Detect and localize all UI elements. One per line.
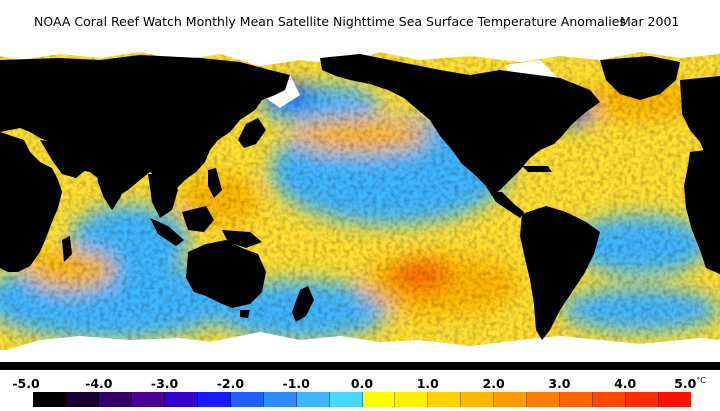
colorbar-swatch [428, 392, 462, 407]
colorbar-tick-labels: -5.0 -4.0 -3.0 -2.0 -1.0 0.0 1.0 2.0 3.0 4.0 5.0°C [0, 376, 720, 392]
colorbar-swatch [560, 392, 594, 407]
land-europe-east [680, 76, 720, 156]
colorbar-swatch [131, 392, 165, 407]
colorbar-swatch [164, 392, 198, 407]
land-layer [0, 54, 720, 370]
land-antarctica [0, 362, 720, 370]
map-title: NOAA Coral Reef Watch Monthly Mean Satel… [0, 10, 720, 32]
land-india [96, 166, 130, 210]
land-cuba [522, 166, 552, 172]
colorbar-swatch [329, 392, 363, 407]
land-australia [186, 240, 266, 308]
colorbar-tick-label: 1.0 [416, 376, 439, 391]
title-date: Mar 2001 [620, 14, 680, 29]
land-indonesia-sumatra [150, 218, 184, 246]
colorbar-tick-label: 4.0 [614, 376, 637, 391]
colorbar-tick-label: 3.0 [548, 376, 571, 391]
colorbar-swatch [98, 392, 132, 407]
colorbar-tick-label: 5.0°C [674, 376, 706, 392]
land-south-america [520, 206, 600, 340]
colorbar-tick-label: -4.0 [85, 376, 113, 391]
sst-anomaly-map [0, 40, 720, 370]
land-tasmania [240, 310, 250, 318]
land-indonesia-borneo [182, 206, 214, 232]
land-africa [0, 132, 62, 272]
colorbar [33, 392, 692, 407]
colorbar-tick-label: -2.0 [216, 376, 245, 391]
land-arabia [40, 140, 88, 178]
colorbar-swatch [33, 392, 66, 407]
land-north-america [320, 54, 600, 196]
colorbar-tick-label: -5.0 [12, 376, 40, 391]
colorbar-tick-label: -1.0 [282, 376, 310, 391]
colorbar-swatch [296, 392, 330, 407]
colorbar-swatch [263, 392, 297, 407]
title-text: NOAA Coral Reef Watch Monthly Mean Satel… [34, 14, 626, 29]
colorbar-tick-label: 2.0 [482, 376, 505, 391]
land-philippines [208, 168, 222, 198]
colorbar-swatch [626, 392, 660, 407]
colorbar-swatch [65, 392, 99, 407]
land-madagascar [62, 236, 72, 262]
colorbar-swatch [197, 392, 231, 407]
colorbar-tick-label: -3.0 [150, 376, 179, 391]
land-africa-west [684, 148, 720, 274]
antarctic-ice-edge [0, 332, 720, 370]
colorbar-swatch [230, 392, 264, 407]
colorbar-swatch [362, 392, 396, 407]
land-japan [238, 118, 266, 148]
ocean-layer [0, 40, 720, 370]
colorbar-unit: °C [696, 376, 706, 385]
land-central-america [490, 192, 524, 218]
colorbar-swatch [494, 392, 528, 407]
colorbar-tick-label: 0.0 [350, 376, 374, 391]
land-greenland [600, 56, 680, 100]
colorbar-swatch [527, 392, 561, 407]
colorbar-swatch [593, 392, 627, 407]
land-new-zealand [292, 286, 314, 322]
land-southeast-asia [148, 174, 178, 218]
land-new-guinea [222, 230, 262, 248]
colorbar-swatch [659, 392, 692, 407]
colorbar-swatch [461, 392, 495, 407]
colorbar-swatch [395, 392, 429, 407]
